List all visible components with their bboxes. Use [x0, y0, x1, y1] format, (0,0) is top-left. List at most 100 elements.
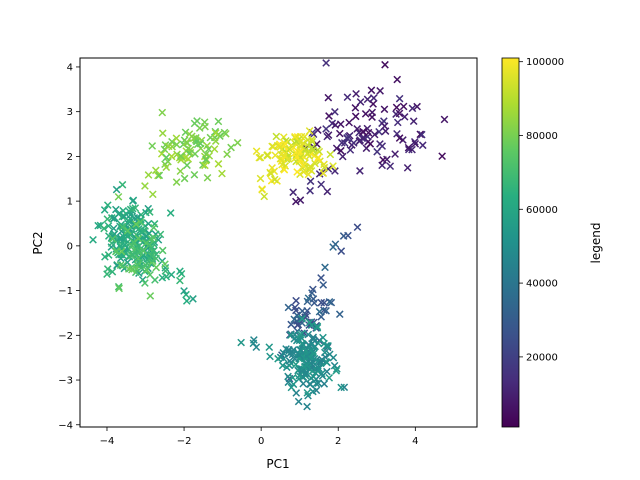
data-point	[331, 167, 339, 175]
data-point	[305, 380, 314, 388]
data-point	[146, 292, 155, 300]
x-tick-label: −2	[177, 436, 192, 447]
data-point	[393, 129, 401, 138]
data-point	[103, 201, 112, 209]
y-tick-label: 2	[67, 152, 73, 163]
data-point	[301, 145, 310, 154]
data-point	[317, 274, 325, 282]
x-axis-ticks: −4 −2 0 2 4	[100, 427, 419, 447]
data-point	[393, 75, 402, 84]
data-point	[151, 166, 160, 175]
data-point	[103, 215, 112, 223]
data-point	[392, 103, 401, 112]
data-point	[103, 270, 111, 278]
data-point	[333, 365, 341, 373]
data-point	[128, 250, 137, 259]
data-point	[189, 295, 197, 303]
y-axis-ticks: −4 −3 −2 −1 0 1 2 3 4	[58, 62, 80, 431]
data-point	[322, 306, 330, 315]
data-point	[196, 139, 205, 148]
data-point	[325, 350, 334, 359]
data-point	[410, 137, 419, 146]
data-point	[201, 122, 209, 131]
data-point	[293, 321, 302, 329]
data-point	[116, 261, 125, 269]
data-point	[284, 303, 293, 312]
data-point	[131, 204, 140, 212]
data-point	[199, 161, 207, 169]
data-point	[130, 220, 139, 229]
data-point	[210, 145, 219, 153]
data-point	[149, 223, 158, 232]
data-point	[321, 263, 329, 272]
data-point	[172, 134, 181, 143]
data-point	[114, 210, 123, 218]
data-point	[319, 169, 328, 178]
data-point	[124, 265, 133, 273]
data-point	[343, 93, 352, 102]
data-point	[309, 349, 318, 358]
data-point	[204, 145, 213, 153]
data-point	[306, 177, 315, 186]
data-point	[395, 94, 404, 103]
data-point	[324, 131, 333, 139]
data-point	[322, 357, 330, 366]
data-point	[375, 127, 383, 136]
data-point	[345, 118, 353, 127]
data-point	[141, 261, 150, 270]
data-point	[308, 137, 317, 146]
data-point	[370, 130, 379, 139]
data-point	[124, 217, 133, 226]
data-point	[107, 214, 116, 222]
data-point	[211, 129, 220, 137]
data-point	[119, 232, 128, 241]
data-point	[280, 151, 288, 160]
data-point	[317, 313, 326, 321]
y-tick-label: 0	[67, 241, 73, 252]
data-point	[138, 227, 147, 236]
data-point	[404, 145, 413, 154]
data-point	[108, 232, 117, 241]
data-point	[145, 208, 154, 216]
data-point	[141, 279, 149, 287]
data-point	[337, 146, 345, 155]
data-point	[114, 193, 123, 201]
data-point	[323, 187, 332, 196]
data-point	[296, 330, 305, 339]
data-point	[326, 150, 335, 159]
x-tick-label: 0	[258, 436, 264, 447]
data-point	[155, 171, 164, 180]
data-point	[320, 160, 328, 169]
data-point	[237, 338, 245, 347]
data-point	[318, 355, 326, 364]
data-point	[272, 132, 281, 141]
data-point	[172, 178, 181, 186]
data-point	[299, 168, 308, 176]
data-point	[291, 140, 300, 148]
data-point	[160, 145, 169, 154]
data-point	[386, 162, 395, 171]
data-point	[158, 108, 167, 117]
data-point	[366, 140, 375, 148]
data-point	[166, 209, 175, 217]
data-point	[367, 86, 376, 95]
data-point	[391, 150, 399, 158]
data-point	[256, 174, 265, 183]
data-point	[335, 310, 344, 319]
data-point	[438, 152, 446, 161]
data-point	[290, 354, 299, 363]
data-point	[324, 93, 333, 102]
data-point	[313, 322, 322, 331]
data-point	[112, 185, 121, 194]
data-point	[303, 361, 311, 370]
data-point	[306, 165, 315, 174]
data-point	[299, 373, 308, 381]
y-tick-label: 3	[67, 107, 73, 118]
data-point	[356, 167, 364, 175]
data-point	[322, 59, 330, 67]
data-point	[123, 226, 132, 235]
data-point	[336, 120, 345, 129]
data-point	[307, 135, 316, 144]
data-point	[278, 361, 287, 370]
colorbar-tick-label: 40000	[526, 279, 558, 290]
